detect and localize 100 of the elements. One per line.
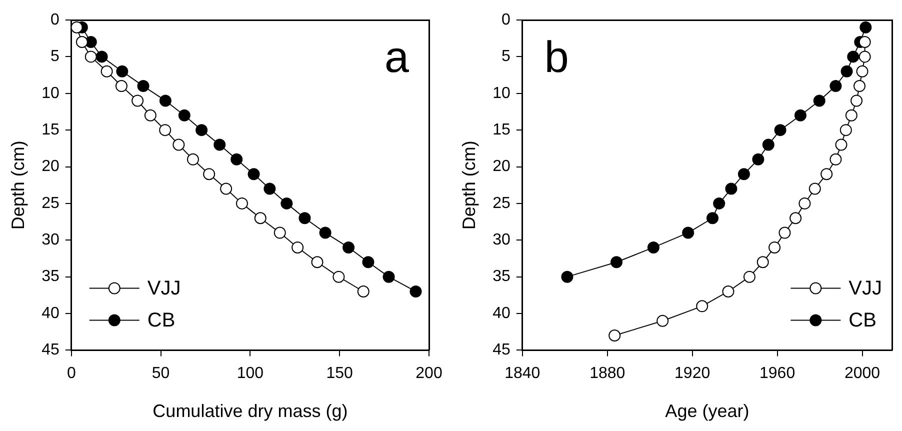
point [808,182,821,195]
point [722,286,734,298]
point [71,21,83,34]
x-tick-label: 1880 [590,365,626,382]
point [706,212,719,224]
point [696,300,708,312]
point [847,50,860,63]
x-axis-title: Cumulative dry mass (g) [152,401,348,422]
x-tick-label: 150 [326,365,354,382]
legend-label: CB [848,310,876,332]
point [738,168,750,180]
point [280,197,293,210]
x-tick-label: 1960 [760,365,796,382]
y-axis-title: Depth (cm) [458,140,479,230]
point [778,226,791,239]
point [794,109,806,122]
point [858,36,871,48]
point [845,109,858,122]
x-tick-label: 1840 [504,365,540,382]
point [860,21,872,34]
point [798,197,811,210]
point [768,241,781,254]
point [84,50,97,63]
y-tick-label: 5 [501,48,510,66]
point [410,286,422,298]
point [178,109,190,122]
point [342,241,355,254]
point [311,256,324,268]
point [854,80,866,92]
y-tick-label: 45 [42,342,60,359]
point [248,168,260,180]
point [214,138,226,151]
point [610,256,622,268]
point [774,124,786,136]
point [752,153,764,166]
y-tick-label: 30 [492,232,510,249]
y-tick-label: 10 [42,84,60,102]
point [292,241,304,254]
y-tick-label: 35 [42,268,60,286]
point [137,80,150,92]
y-axis-title: Depth (cm) [8,140,28,230]
point [96,50,108,63]
point [382,270,395,283]
point [743,270,756,283]
point [332,270,345,283]
y-tick-label: 40 [42,304,60,322]
point [656,314,669,327]
y-tick-label: 15 [492,121,510,138]
x-tick-label: 2000 [844,365,880,382]
annotation: a [384,33,410,82]
x-tick-label: 0 [66,365,76,382]
point [144,109,156,122]
point [790,212,802,224]
point [850,94,863,107]
x-tick-label: 200 [416,365,442,382]
point [835,138,848,151]
point [762,138,774,151]
point [319,226,332,239]
point [561,270,574,283]
point [357,286,370,298]
point [132,94,144,107]
point [813,94,826,107]
y-tick-label: 20 [492,158,510,176]
point [230,153,243,166]
point [856,65,868,78]
legend-label: VJJ [848,278,882,300]
legend-label: CB [147,310,176,332]
point [203,168,216,180]
point [713,197,726,210]
point [608,330,621,342]
point [159,124,172,136]
point [274,226,286,239]
point [647,241,660,254]
y-tick-label: 25 [492,194,510,212]
point [236,197,248,210]
y-tick-label: 20 [42,158,60,176]
y-tick-label: 10 [492,84,510,102]
point [172,138,185,151]
point [725,182,738,195]
point [830,153,842,166]
y-tick-label: 45 [492,342,510,359]
y-tick-label: 15 [42,121,60,138]
x-tick-label: 100 [236,365,264,382]
point [159,94,172,107]
y-tick-label: 35 [492,268,510,286]
point [840,65,853,78]
point [264,182,276,195]
point [76,36,88,48]
x-tick-label: 1920 [674,365,710,382]
x-axis-title: Age (year) [665,401,750,422]
point [254,212,266,224]
legend-label: VJJ [147,278,181,300]
y-tick-label: 25 [42,194,60,212]
point [196,124,208,136]
point [100,65,113,78]
point [682,226,694,239]
point [830,80,842,92]
point [115,80,128,92]
point [840,124,852,136]
x-tick-label: 50 [152,365,170,382]
